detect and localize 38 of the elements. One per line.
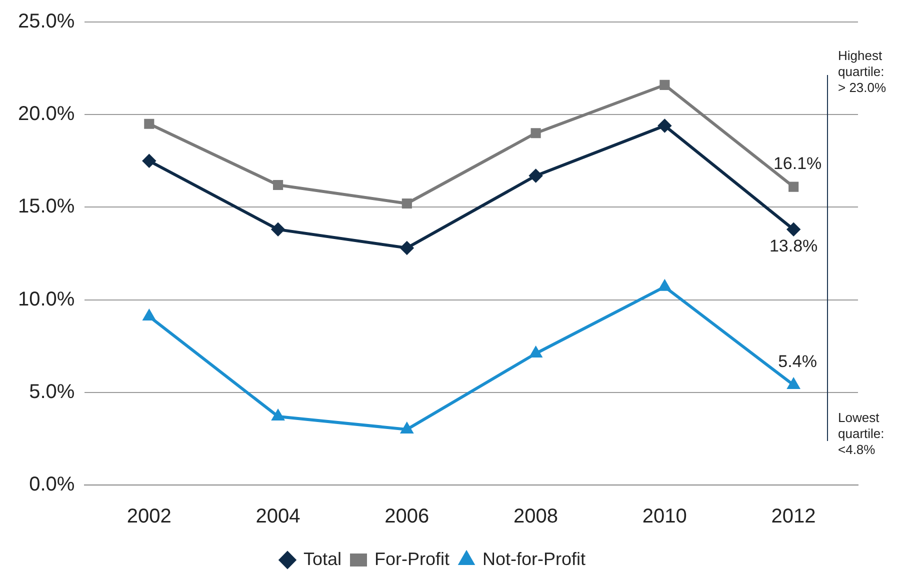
annotation: Lowest quartile: <4.8% (838, 410, 884, 458)
point (400, 241, 414, 254)
x-tick-label: 2006 (384, 506, 430, 528)
x-tick-label: 2010 (642, 506, 687, 528)
y-tick-label: 0.0% (29, 474, 75, 496)
y-tick-label: 25.0% (18, 10, 75, 33)
y-tick-label: 15.0% (18, 196, 75, 218)
x-tick-label: 2004 (256, 506, 300, 528)
point (787, 222, 800, 236)
point (142, 154, 156, 168)
x-tick-label: 2012 (771, 506, 816, 528)
point (660, 80, 670, 90)
legend-label: Total (303, 548, 342, 569)
point (272, 222, 285, 236)
point (272, 180, 284, 190)
point (401, 422, 413, 434)
point (788, 182, 799, 192)
point (658, 280, 671, 291)
y-tick-label: 5.0% (29, 380, 75, 403)
point (530, 347, 542, 358)
data-label: 13.8% (769, 236, 818, 256)
legend-label: Not-for-Profit (482, 548, 586, 569)
x-tick-label: 2002 (126, 506, 172, 528)
point (530, 128, 541, 138)
point (788, 378, 800, 389)
y-tick-label: 10.0% (18, 288, 75, 310)
point (143, 310, 155, 320)
point (402, 198, 412, 209)
data-label: 16.1% (773, 154, 822, 174)
y-tick-label: 20.0% (18, 103, 75, 126)
point (144, 118, 154, 129)
data-label: 5.4% (778, 352, 817, 372)
legend-label: For-Profit (374, 548, 450, 569)
point (272, 410, 284, 420)
annotation: Highest quartile: > 23.0% (838, 48, 887, 96)
point (658, 119, 672, 132)
x-tick-label: 2008 (514, 506, 558, 528)
point (529, 169, 542, 182)
